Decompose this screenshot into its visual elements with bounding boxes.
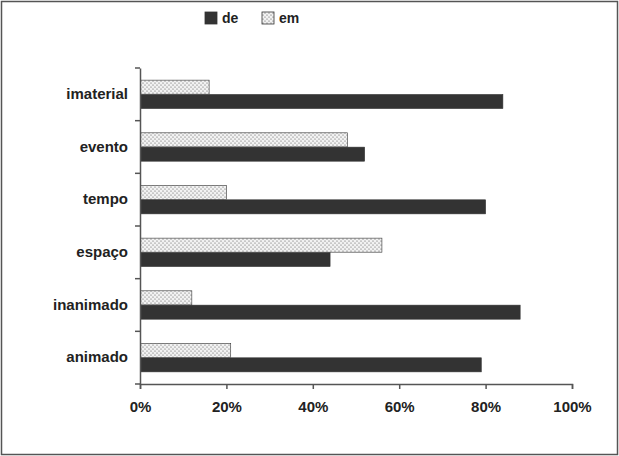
x-tick-mark xyxy=(313,384,315,389)
legend: de em xyxy=(205,10,299,26)
x-tick: 80% xyxy=(471,384,501,415)
bar xyxy=(140,358,481,372)
x-tick-label: 100% xyxy=(553,398,591,415)
bar xyxy=(140,305,520,319)
y-tick-label: espaço xyxy=(76,243,128,260)
y-tick: imaterial xyxy=(66,85,140,102)
y-tick: evento xyxy=(80,138,140,155)
bar xyxy=(140,200,486,214)
x-tick: 0% xyxy=(130,384,152,415)
y-boundary-tick xyxy=(135,383,140,385)
bars xyxy=(140,80,520,372)
y-tick: animado xyxy=(66,348,140,365)
y-boundary-tick xyxy=(135,225,140,227)
x-tick-label: 80% xyxy=(471,398,501,415)
legend-swatch xyxy=(262,12,274,24)
y-boundary-tick xyxy=(135,120,140,122)
bar xyxy=(140,343,231,357)
x-tick-label: 40% xyxy=(298,398,328,415)
legend-label: em xyxy=(279,10,299,26)
legend-entry: em xyxy=(262,10,299,26)
y-boundary-tick xyxy=(135,173,140,175)
bar xyxy=(140,80,209,94)
x-tick-mark xyxy=(572,384,574,389)
x-tick: 40% xyxy=(298,384,328,415)
legend-swatch xyxy=(205,12,217,24)
y-tick-label: animado xyxy=(66,348,128,365)
x-tick: 100% xyxy=(553,384,591,415)
bar xyxy=(140,147,365,161)
legend-label: de xyxy=(222,10,239,26)
x-tick: 60% xyxy=(385,384,415,415)
x-tick-mark xyxy=(399,384,401,389)
y-boundary-tick xyxy=(135,331,140,333)
y-tick-label: tempo xyxy=(83,190,128,207)
bar xyxy=(140,252,330,266)
x-axis: 0% 20% 40% 60% 80% 100% xyxy=(130,384,592,415)
legend-entry: de xyxy=(205,10,239,26)
y-boundary-ticks xyxy=(135,68,140,384)
bar xyxy=(140,291,192,305)
x-tick-mark xyxy=(485,384,487,389)
y-tick-label: inanimado xyxy=(53,296,128,313)
y-boundary-tick xyxy=(135,278,140,280)
x-tick-mark xyxy=(226,384,228,389)
y-boundary-tick xyxy=(135,67,140,69)
y-tick-label: imaterial xyxy=(66,85,128,102)
y-axis: imaterial evento tempo espaço inanimado anima… xyxy=(53,69,141,385)
bar xyxy=(140,238,382,252)
x-axis-line xyxy=(141,385,573,390)
x-tick-label: 20% xyxy=(212,398,242,415)
y-tick: inanimado xyxy=(53,296,140,313)
x-tick-label: 0% xyxy=(130,398,152,415)
bar xyxy=(140,185,226,199)
chart: 0% 20% 40% 60% 80% 100% imaterial evento tempo es… xyxy=(0,0,619,456)
bar xyxy=(140,133,347,147)
y-tick-label: evento xyxy=(80,138,128,155)
y-tick: espaço xyxy=(76,243,140,260)
x-tick: 20% xyxy=(212,384,242,415)
x-tick-label: 60% xyxy=(385,398,415,415)
y-tick: tempo xyxy=(83,190,140,207)
bar xyxy=(140,94,503,108)
frame xyxy=(2,2,618,455)
